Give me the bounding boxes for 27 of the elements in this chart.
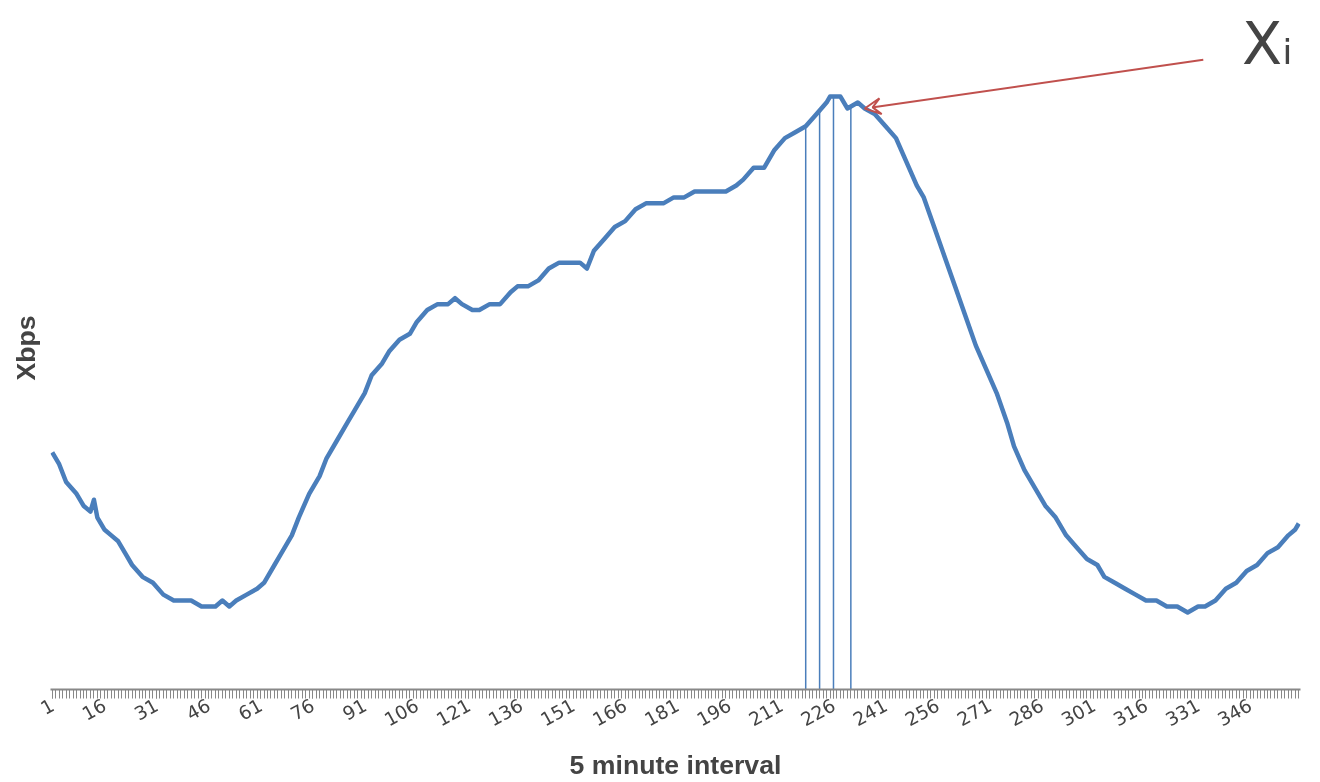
x-tick-label: 346: [1214, 694, 1256, 731]
x-tick-label: 136: [484, 694, 527, 731]
x-axis-title: 5 minute interval: [569, 749, 782, 780]
x-tick-label: 31: [130, 694, 162, 725]
x-tick-label: 76: [287, 694, 318, 725]
y-axis-title: Xbps: [10, 315, 41, 381]
x-tick-label: 331: [1162, 694, 1204, 731]
x-tick-label: 286: [1005, 694, 1048, 731]
x-tick-label: 46: [182, 694, 214, 725]
x-tick-label: 1: [37, 694, 58, 719]
annotation: Xᵢ: [1242, 9, 1293, 78]
x-tick-label: 196: [693, 694, 735, 731]
x-tick-label: 301: [1057, 694, 1100, 731]
x-tick-label: 181: [641, 694, 683, 731]
x-tick-label: 226: [797, 694, 839, 731]
x-tick-label: 166: [589, 694, 631, 731]
x-tick-label: 241: [849, 694, 891, 731]
x-tick-label: 316: [1109, 694, 1152, 731]
x-tick-label: 106: [380, 694, 423, 731]
x-tick-label: 151: [537, 694, 579, 731]
x-tick-label: 16: [78, 694, 110, 725]
x-tick-label: 121: [432, 694, 475, 731]
x-tick-label: 91: [339, 694, 371, 725]
x-tick-label: 256: [901, 694, 943, 731]
x-tick-label: 271: [953, 694, 996, 731]
x-tick-label: 61: [234, 694, 266, 725]
x-tick-label: 211: [745, 694, 787, 731]
